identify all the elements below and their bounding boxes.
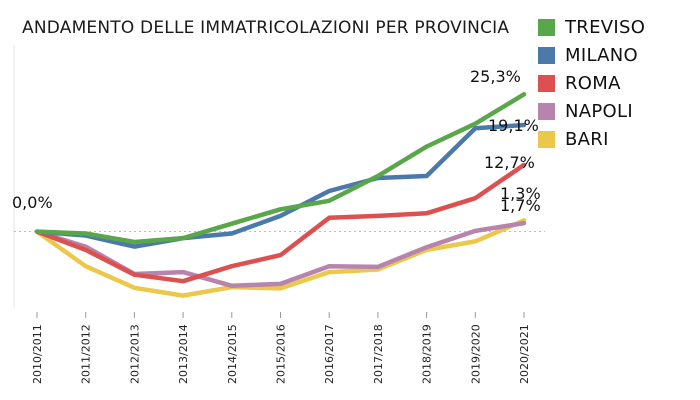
legend-label: BARI xyxy=(565,128,609,150)
x-tick-label: 2019/2020 xyxy=(469,324,482,384)
legend-item-bari: BARI xyxy=(538,125,645,153)
legend-item-milano: MILANO xyxy=(538,41,645,69)
legend-swatch xyxy=(538,130,555,148)
x-tick-label: 2010/2011 xyxy=(31,324,44,384)
legend-label: ROMA xyxy=(565,72,621,94)
x-tick-label: 2015/2016 xyxy=(275,324,288,384)
chart-title: ANDAMENTO DELLE IMMATRICOLAZIONI PER PRO… xyxy=(22,18,510,38)
series-line-roma xyxy=(34,162,527,284)
legend-swatch xyxy=(538,46,555,64)
x-tick-label: 2018/2019 xyxy=(421,324,434,384)
series-line-treviso xyxy=(34,92,527,245)
legend-swatch xyxy=(538,74,555,92)
legend-label: MILANO xyxy=(565,44,639,66)
legend-label: TREVISO xyxy=(565,16,646,38)
x-tick-label: 2020/2021 xyxy=(518,324,531,384)
legend-item-roma: ROMA xyxy=(538,69,645,97)
start-value-label: 0,0% xyxy=(12,193,53,212)
end-value-label-treviso: 25,3% xyxy=(470,67,521,86)
x-tick-label: 2013/2014 xyxy=(177,324,190,384)
x-tick-label: 2012/2013 xyxy=(128,324,141,384)
x-tick-label: 2011/2012 xyxy=(80,324,93,384)
legend-item-napoli: NAPOLI xyxy=(538,97,645,125)
x-tick-label: 2016/2017 xyxy=(323,324,336,384)
legend-swatch xyxy=(538,102,555,120)
series-line-bari xyxy=(34,218,527,298)
end-value-label-bari: 1,7% xyxy=(500,196,541,215)
legend-item-treviso: TREVISO xyxy=(538,13,645,41)
end-value-label-roma: 12,7% xyxy=(484,153,535,172)
legend-swatch xyxy=(538,18,555,36)
extra-value-label: 19,1% xyxy=(488,116,539,135)
series-line-milano xyxy=(34,122,527,249)
x-tick-label: 2017/2018 xyxy=(372,324,385,384)
legend-label: NAPOLI xyxy=(565,100,633,122)
x-tick-label: 2014/2015 xyxy=(226,324,239,384)
end-value-label-napoli: 1,3% xyxy=(500,184,541,203)
legend: TREVISO MILANO ROMA NAPOLI BARI xyxy=(538,13,645,153)
